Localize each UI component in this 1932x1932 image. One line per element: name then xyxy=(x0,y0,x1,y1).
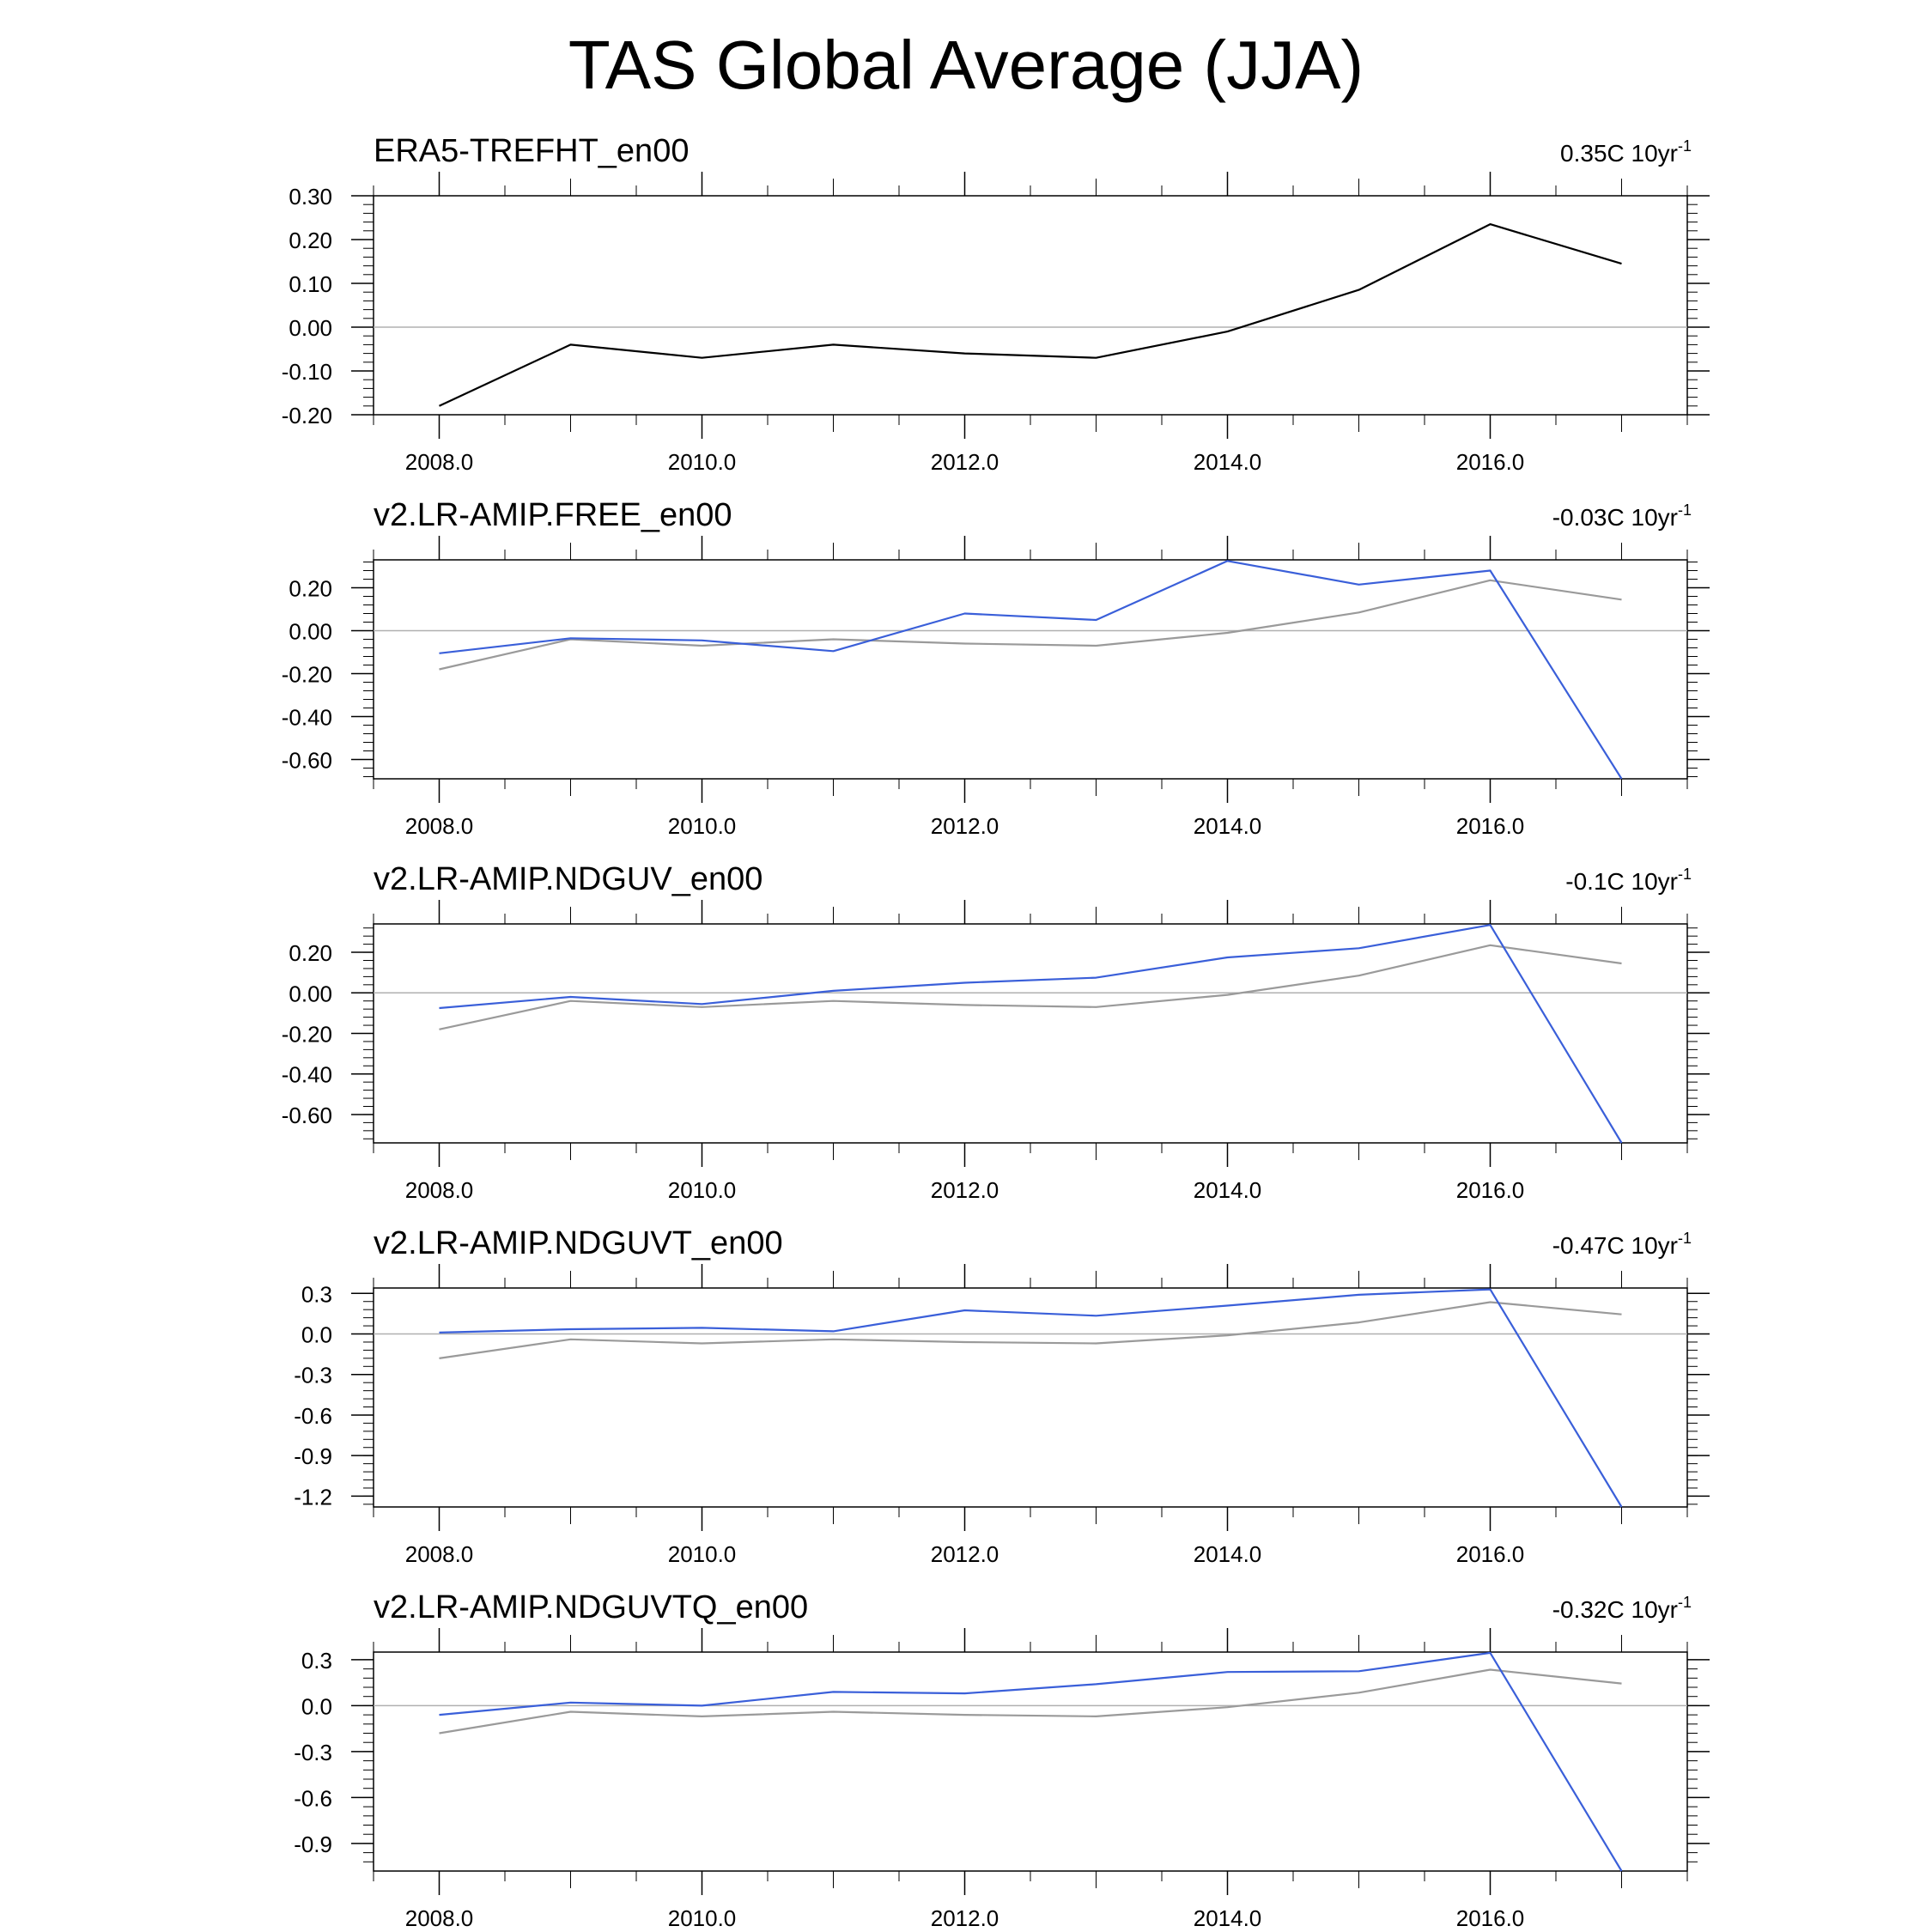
y-tick-label: 0.00 xyxy=(289,315,332,341)
x-tick-label: 2012.0 xyxy=(931,1905,999,1931)
plot-frame xyxy=(373,923,1688,1144)
series-line-model xyxy=(439,924,1623,1144)
y-tick-label: -0.40 xyxy=(282,705,332,731)
y-tick-label: -0.20 xyxy=(282,662,332,688)
trend-exponent: -1 xyxy=(1678,1594,1692,1611)
trend-label: 0.35C 10yr-1 xyxy=(1560,137,1692,167)
series-line-obs_ref xyxy=(439,579,1622,671)
y-tick-label: -0.60 xyxy=(282,748,332,774)
x-tick-label: 2010.0 xyxy=(668,813,737,839)
panel-title: v2.LR-AMIP.NDGUVTQ_en00 xyxy=(374,1589,808,1625)
x-tick-label: 2012.0 xyxy=(931,1177,999,1203)
y-tick-label: 0.0 xyxy=(301,1693,332,1719)
series-line-model xyxy=(439,560,1623,780)
x-tick-label: 2014.0 xyxy=(1194,449,1262,475)
y-tick-label: -0.40 xyxy=(282,1062,332,1088)
x-tick-label: 2010.0 xyxy=(668,449,737,475)
y-tick-label: -0.60 xyxy=(282,1103,332,1128)
y-tick-label: -0.6 xyxy=(294,1785,332,1811)
chart-panel-5: v2.LR-AMIP.NDGUVTQ_en00 -0.32C 10yr-1 -0.9… xyxy=(294,1589,1710,1931)
x-tick-label: 2016.0 xyxy=(1456,449,1525,475)
plot-frame xyxy=(373,195,1688,416)
y-tick-label: 0.30 xyxy=(289,184,332,210)
x-tick-label: 2010.0 xyxy=(668,1905,737,1931)
x-tick-label: 2016.0 xyxy=(1456,1905,1525,1931)
x-tick-label: 2016.0 xyxy=(1456,1177,1525,1203)
x-tick-label: 2012.0 xyxy=(931,813,999,839)
y-tick-label: 0.20 xyxy=(289,940,332,966)
trend-exponent: -1 xyxy=(1678,866,1692,883)
x-tick-label: 2014.0 xyxy=(1194,1541,1262,1567)
plot-frame xyxy=(373,1287,1688,1508)
x-tick-label: 2016.0 xyxy=(1456,813,1525,839)
x-tick-label: 2010.0 xyxy=(668,1541,737,1567)
x-tick-label: 2008.0 xyxy=(405,449,474,475)
x-tick-label: 2014.0 xyxy=(1194,813,1262,839)
y-tick-label: -1.2 xyxy=(294,1484,332,1510)
series-line-obs xyxy=(439,223,1622,407)
series-line-obs_ref xyxy=(439,1301,1622,1359)
series-line-obs_ref xyxy=(439,944,1622,1030)
x-tick-label: 2008.0 xyxy=(405,1541,474,1567)
y-tick-label: 0.3 xyxy=(301,1281,332,1307)
trend-label: -0.32C 10yr-1 xyxy=(1552,1594,1692,1623)
x-tick-label: 2008.0 xyxy=(405,1905,474,1931)
x-tick-label: 2014.0 xyxy=(1194,1177,1262,1203)
x-tick-label: 2010.0 xyxy=(668,1177,737,1203)
y-tick-label: 0.20 xyxy=(289,576,332,602)
trend-exponent: -1 xyxy=(1678,1230,1692,1247)
y-tick-label: -0.10 xyxy=(282,359,332,385)
x-tick-label: 2014.0 xyxy=(1194,1905,1262,1931)
chart-panel-3: v2.LR-AMIP.NDGUV_en00 -0.1C 10yr-1 -0.60 -0… xyxy=(282,861,1710,1203)
panel-title: ERA5-TREFHT_en00 xyxy=(374,133,689,169)
y-tick-label: -0.3 xyxy=(294,1363,332,1388)
chart-panel-4: v2.LR-AMIP.NDGUVT_en00 -0.47C 10yr-1 -1.2 -… xyxy=(294,1225,1710,1567)
plot-frame xyxy=(373,559,1688,780)
y-tick-label: -0.6 xyxy=(294,1403,332,1429)
panel-title: v2.LR-AMIP.NDGUVT_en00 xyxy=(374,1225,783,1261)
x-tick-label: 2012.0 xyxy=(931,449,999,475)
plot-frame xyxy=(373,1651,1688,1872)
x-tick-label: 2012.0 xyxy=(931,1541,999,1567)
chart-panel-2: v2.LR-AMIP.FREE_en00 -0.03C 10yr-1 -0.60 -0… xyxy=(282,497,1710,839)
x-tick-label: 2008.0 xyxy=(405,813,474,839)
panel-title: v2.LR-AMIP.FREE_en00 xyxy=(374,497,732,533)
y-tick-label: 0.3 xyxy=(301,1648,332,1674)
chart-panel-1: ERA5-TREFHT_en00 0.35C 10yr-1 -0.20 -0.10 0.… xyxy=(282,133,1710,475)
y-tick-label: 0.20 xyxy=(289,228,332,253)
x-tick-label: 2016.0 xyxy=(1456,1541,1525,1567)
y-tick-label: 0.0 xyxy=(301,1322,332,1348)
y-tick-label: -0.9 xyxy=(294,1443,332,1469)
panel-title: v2.LR-AMIP.NDGUV_en00 xyxy=(374,861,762,897)
series-line-model xyxy=(439,1651,1623,1872)
trend-exponent: -1 xyxy=(1678,501,1692,519)
trend-label: -0.47C 10yr-1 xyxy=(1552,1230,1692,1259)
x-tick-label: 2008.0 xyxy=(405,1177,474,1203)
trend-exponent: -1 xyxy=(1678,137,1692,155)
y-tick-label: -0.20 xyxy=(282,403,332,428)
y-tick-label: 0.10 xyxy=(289,271,332,297)
y-tick-label: -0.20 xyxy=(282,1022,332,1048)
series-line-model xyxy=(439,1288,1623,1508)
y-tick-label: 0.00 xyxy=(289,981,332,1006)
series-line-obs_ref xyxy=(439,1668,1622,1735)
trend-label: -0.1C 10yr-1 xyxy=(1565,866,1692,895)
trend-label: -0.03C 10yr-1 xyxy=(1552,501,1692,531)
y-tick-label: 0.00 xyxy=(289,619,332,645)
y-tick-label: -0.9 xyxy=(294,1832,332,1857)
figure-title: TAS Global Average (JJA) xyxy=(568,27,1364,103)
y-tick-label: -0.3 xyxy=(294,1740,332,1765)
